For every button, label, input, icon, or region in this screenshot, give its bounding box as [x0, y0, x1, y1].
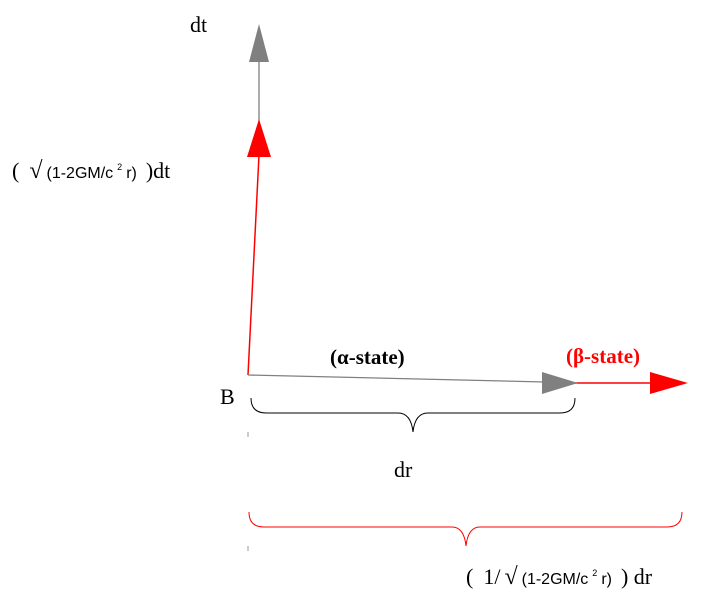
radial-factor-sup: 2 — [592, 568, 597, 578]
time-factor-expr: (1-2GM/c — [47, 165, 114, 182]
alpha-state-label: (α-state) — [330, 345, 405, 369]
radial-factor-brace — [248, 511, 683, 547]
dt-label: dt — [190, 12, 207, 37]
time-factor-close: )dt — [146, 158, 170, 183]
radial-factor-expr-tail: r) — [601, 571, 612, 588]
dt-axis-arrow — [249, 24, 269, 130]
dr-label: dr — [394, 457, 413, 482]
radial-factor-num: 1/ — [483, 564, 501, 589]
time-factor-label: ( √ (1-2GM/c 2 r) )dt — [12, 157, 170, 184]
sqrt-symbol: √ — [504, 564, 518, 590]
time-factor-expr-tail: r) — [126, 165, 137, 182]
beta-state-label: (β-state) — [566, 344, 640, 368]
radial-factor-label: ( 1/ √ (1-2GM/c 2 r) ) dr — [466, 563, 653, 590]
origin-label: B — [220, 384, 235, 409]
time-factor-open: ( — [12, 158, 19, 183]
radial-factor-open: ( — [466, 564, 473, 589]
sqrt-symbol: √ — [29, 158, 43, 184]
radial-factor-expr: (1-2GM/c — [522, 571, 589, 588]
radial-factor-close: ) dr — [621, 564, 653, 589]
contracted-time-arrow — [247, 119, 271, 376]
time-factor-sup: 2 — [117, 162, 122, 172]
dr-brace — [250, 397, 576, 433]
alpha-state-arrow — [247, 372, 578, 394]
beta-state-arrow — [575, 372, 688, 394]
